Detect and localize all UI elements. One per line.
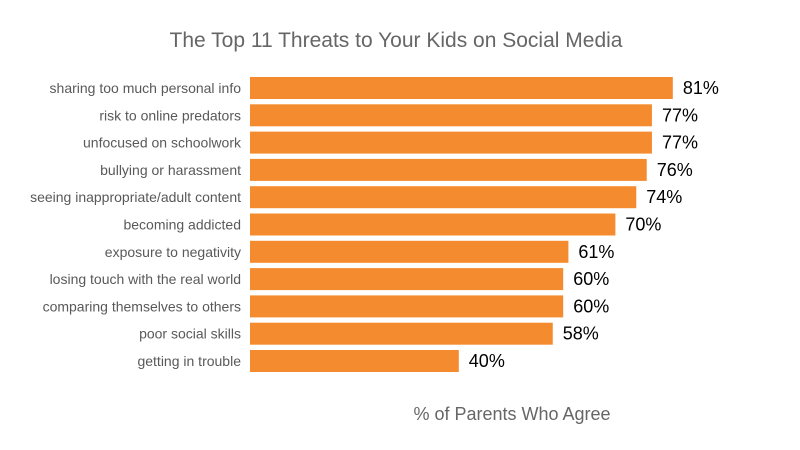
x-axis-label: % of Parents Who Agree [413,404,610,424]
category-label: unfocused on schoolwork [83,135,242,151]
category-label: bullying or harassment [100,162,241,178]
category-labels-group: sharing too much personal info risk to on… [30,80,242,369]
category-label: seeing inappropriate/adult content [30,189,241,205]
bar [250,350,459,372]
data-label: 77% [662,133,698,153]
category-label: sharing too much personal info [50,80,242,96]
data-label: 76% [657,160,693,180]
bar [250,213,616,236]
category-label: getting in trouble [137,353,241,369]
data-label: 74% [646,187,682,207]
data-label: 77% [662,105,698,125]
data-label: 60% [573,269,609,289]
category-label: losing touch with the real world [50,271,241,287]
data-label: 81% [683,78,719,98]
data-label: 58% [563,324,599,344]
category-label: risk to online predators [99,107,241,123]
data-label: 61% [578,242,614,262]
data-labels-group: 81% 77% 77% 76% 74% 70% 61% 60% 60% 58% 40% [469,78,719,371]
bar [250,186,637,209]
bar [250,77,673,99]
bar [250,131,652,154]
chart-title: The Top 11 Threats to Your Kids on Socia… [170,29,623,52]
bar [250,268,564,291]
category-label: comparing themselves to others [43,298,241,314]
data-label: 40% [469,351,505,371]
category-label: becoming addicted [123,217,241,233]
bar [250,240,569,263]
category-label: poor social skills [139,326,241,342]
data-label: 70% [625,215,661,235]
bars-group [250,77,673,372]
data-label: 60% [573,296,609,316]
bar [250,158,647,181]
bar [250,104,652,127]
category-label: exposure to negativity [105,244,241,260]
bar [250,295,564,318]
bar [250,322,553,345]
